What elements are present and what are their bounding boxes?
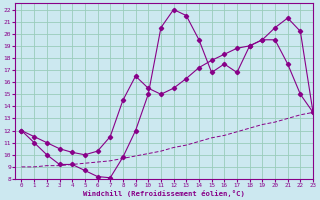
X-axis label: Windchill (Refroidissement éolien,°C): Windchill (Refroidissement éolien,°C)	[83, 190, 245, 197]
